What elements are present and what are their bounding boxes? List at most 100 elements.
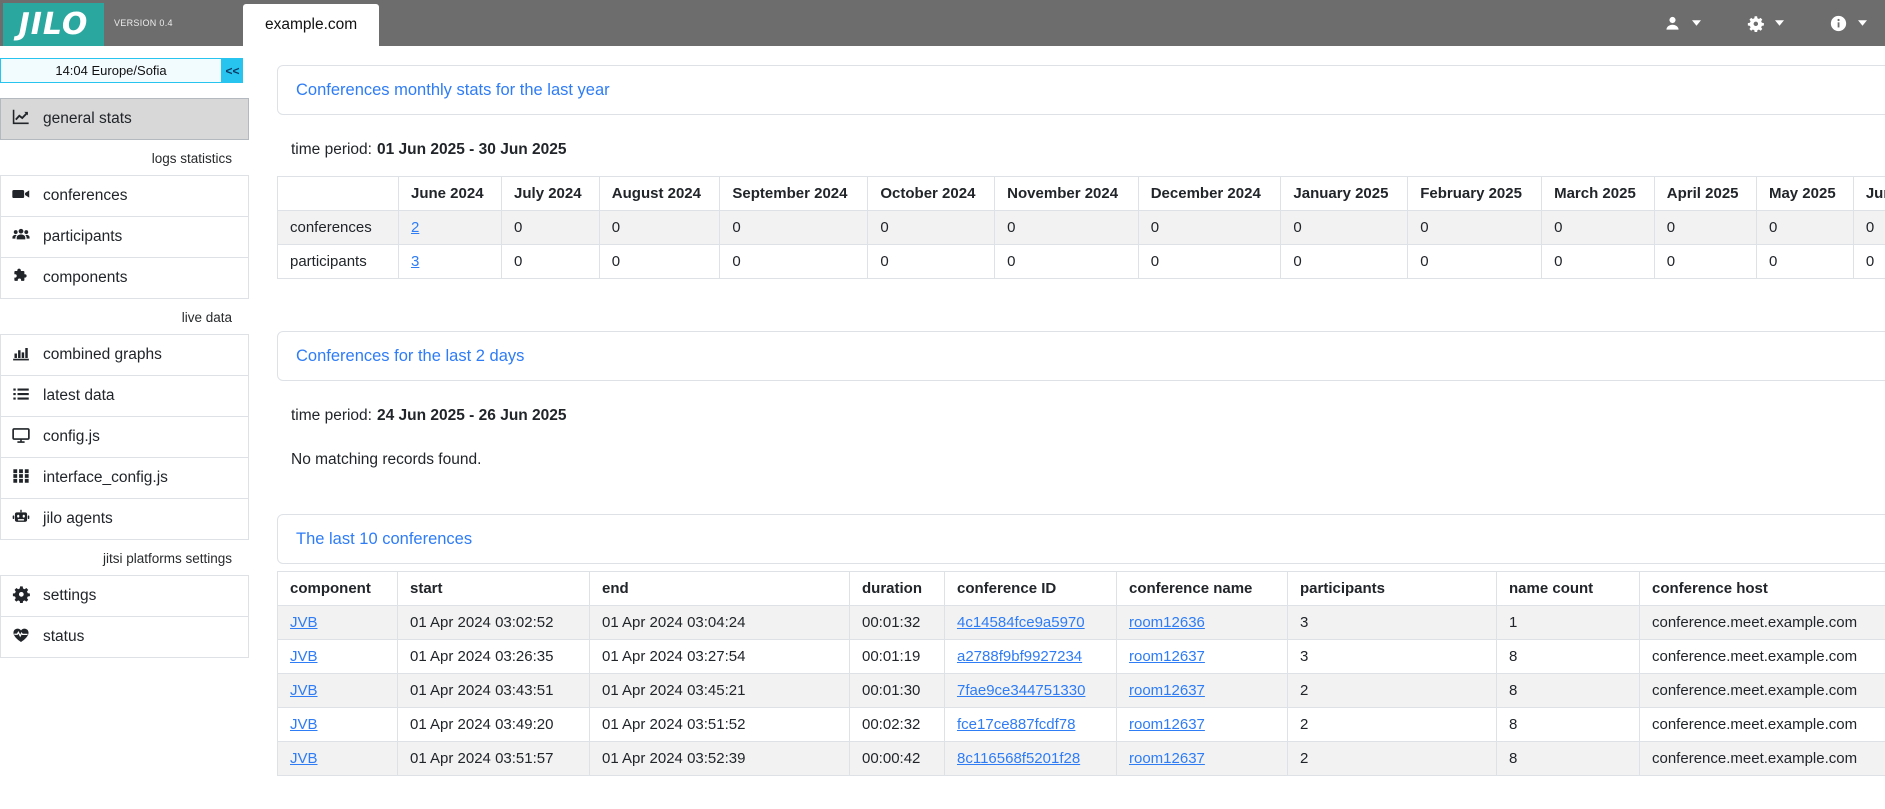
table-cell: 0 — [1137, 210, 1282, 245]
table-row: JVB 01 Apr 2024 03:51:57 01 Apr 2024 03:52… — [277, 741, 1885, 776]
clock-display: 14:04 Europe/Sofia — [0, 58, 222, 83]
heart-pulse-icon — [12, 626, 30, 649]
platform-tab[interactable]: example.com — [243, 4, 380, 46]
column-header: September 2024 — [719, 176, 869, 211]
table-cell: room12637 — [1116, 639, 1288, 674]
sidebar-item-settings[interactable]: settings — [0, 575, 249, 617]
sidebar-item-jilo-agents[interactable]: jilo agents — [0, 498, 249, 540]
table-cell: 0 — [1653, 210, 1757, 245]
table-link[interactable]: 3 — [411, 253, 420, 270]
table-cell: conference.meet.example.com — [1639, 673, 1885, 708]
table-cell: room12637 — [1116, 673, 1288, 708]
users-icon — [12, 226, 30, 249]
table-link[interactable]: JVB — [290, 682, 318, 699]
time-period-value: 01 Jun 2025 - 30 Jun 2025 — [376, 141, 567, 158]
info-menu[interactable] — [1830, 15, 1867, 32]
time-period: time period: 01 Jun 2025 - 30 Jun 2025 — [277, 141, 1885, 159]
sidebar-item-interface-config-js[interactable]: interface_config.js — [0, 457, 249, 499]
sidebar-item-label: settings — [43, 587, 97, 604]
topbar-menus — [1664, 0, 1867, 46]
table-link[interactable]: JVB — [290, 648, 318, 665]
sidebar-item-label: config.js — [43, 428, 100, 445]
table-link[interactable]: fce17ce887fcdf78 — [957, 716, 1076, 733]
caret-down-icon — [1692, 20, 1701, 26]
table-cell: 0 — [598, 210, 721, 245]
settings-menu[interactable] — [1747, 15, 1784, 32]
column-header: May 2025 — [1755, 176, 1854, 211]
sidebar-item-label: general stats — [43, 110, 132, 127]
table-link[interactable]: room12637 — [1129, 716, 1205, 733]
table-cell: 01 Apr 2024 03:04:24 — [589, 605, 850, 640]
table-cell: 2 — [1287, 741, 1497, 776]
column-header: April 2025 — [1653, 176, 1757, 211]
table-cell: 1 — [1496, 605, 1640, 640]
sidebar-item-config-js[interactable]: config.js — [0, 416, 249, 458]
table-row: JVB 01 Apr 2024 03:02:52 01 Apr 2024 03:04… — [277, 605, 1885, 640]
gear-icon — [1747, 15, 1764, 32]
table-link[interactable]: room12637 — [1129, 750, 1205, 767]
table-cell: 0 — [1852, 244, 1885, 279]
column-header: January 2025 — [1280, 176, 1409, 211]
table-cell: JVB — [277, 741, 398, 776]
table-row: JVB 01 Apr 2024 03:49:20 01 Apr 2024 03:51… — [277, 707, 1885, 742]
table-link[interactable]: 2 — [411, 219, 420, 236]
column-header: October 2024 — [867, 176, 996, 211]
sidebar-item-combined-graphs[interactable]: combined graphs — [0, 334, 249, 376]
column-header: conference host — [1639, 571, 1885, 606]
user-menu[interactable] — [1664, 15, 1701, 32]
jilo-logo: JILO — [3, 3, 104, 46]
table-cell: 0 — [1407, 210, 1543, 245]
sidebar-item-latest-data[interactable]: latest data — [0, 375, 249, 417]
column-header: start — [397, 571, 590, 606]
table-cell: 0 — [867, 244, 996, 279]
sidebar-item-general-stats[interactable]: general stats — [0, 98, 249, 140]
no-records-message: No matching records found. — [291, 451, 482, 468]
table-cell: 2 — [1287, 673, 1497, 708]
column-header: December 2024 — [1137, 176, 1282, 211]
sidebar-item-components[interactable]: components — [0, 257, 249, 299]
table-cell: 0 — [501, 210, 600, 245]
table-row: JVB 01 Apr 2024 03:26:35 01 Apr 2024 03:27… — [277, 639, 1885, 674]
table-cell: 0 — [1541, 210, 1655, 245]
card-title-monthly-stats[interactable]: Conferences monthly stats for the last y… — [277, 65, 1885, 115]
table-cell: 7fae9ce344751330 — [944, 673, 1117, 708]
sidebar-item-participants[interactable]: participants — [0, 216, 249, 258]
table-cell: JVB — [277, 673, 398, 708]
table-cell: 0 — [1653, 244, 1757, 279]
card-title-last-10-conferences[interactable]: The last 10 conferences — [277, 514, 1885, 564]
table-cell: 3 — [397, 244, 503, 279]
table-cell: 0 — [1280, 244, 1409, 279]
table-cell: 01 Apr 2024 03:02:52 — [397, 605, 590, 640]
sidebar-item-label: jilo agents — [43, 510, 113, 527]
table-link[interactable]: JVB — [290, 614, 318, 631]
table-cell: a2788f9bf9927234 — [944, 639, 1117, 674]
table-link[interactable]: room12637 — [1129, 648, 1205, 665]
table-cell: JVB — [277, 639, 398, 674]
table-link[interactable]: room12637 — [1129, 682, 1205, 699]
table-link[interactable]: 8c116568f5201f28 — [957, 750, 1081, 767]
column-header: conference name — [1116, 571, 1288, 606]
table-cell: 0 — [1407, 244, 1543, 279]
table-link[interactable]: room12636 — [1129, 614, 1205, 631]
sidebar-item-status[interactable]: status — [0, 616, 249, 658]
table-cell: 2 — [397, 210, 503, 245]
table-link[interactable]: 4c14584fce9a5970 — [957, 614, 1085, 631]
column-header: duration — [849, 571, 945, 606]
table-link[interactable]: JVB — [290, 750, 318, 767]
column-header: June 2024 — [397, 176, 503, 211]
sidebar-section-live-data: live data — [181, 310, 232, 325]
table-cell: 3 — [1287, 639, 1497, 674]
sidebar-item-label: conferences — [43, 187, 128, 204]
table-link[interactable]: a2788f9bf9927234 — [957, 648, 1083, 665]
card-title-last-2-days[interactable]: Conferences for the last 2 days — [277, 331, 1885, 381]
column-header: name count — [1496, 571, 1640, 606]
table-cell: 8c116568f5201f28 — [944, 741, 1117, 776]
sidebar-item-conferences[interactable]: conferences — [0, 175, 249, 217]
sidebar-item-label: interface_config.js — [43, 469, 168, 486]
grid-icon — [12, 467, 30, 490]
table-cell: room12637 — [1116, 741, 1288, 776]
table-link[interactable]: JVB — [290, 716, 318, 733]
sidebar-collapse-button[interactable]: << — [222, 58, 243, 83]
table-link[interactable]: 7fae9ce344751330 — [957, 682, 1086, 699]
time-period-label: time period: — [291, 141, 372, 158]
